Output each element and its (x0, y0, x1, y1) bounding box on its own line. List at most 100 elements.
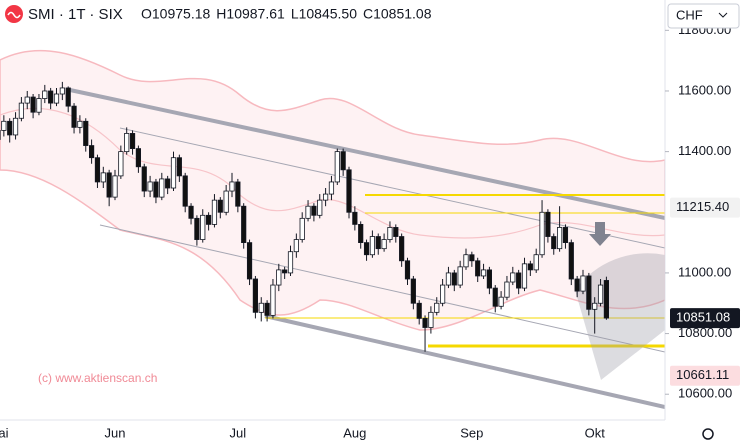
candle-body (129, 133, 136, 149)
candle-body (393, 227, 399, 237)
candle-body (1, 120, 7, 131)
candle-body (83, 120, 89, 146)
trend-line (119, 127, 665, 249)
candle-body (469, 254, 475, 262)
candle-body (334, 151, 340, 183)
logo-mark (7, 11, 21, 19)
candle-body (387, 227, 393, 240)
candle-body (217, 199, 223, 213)
ohlc-value: O10975.18 (141, 6, 210, 22)
candle-body (118, 151, 124, 177)
candle-body (562, 227, 569, 243)
candle-body (223, 190, 229, 213)
candle-body (463, 254, 469, 268)
candle-body (7, 120, 13, 136)
candle-body (545, 211, 551, 237)
candle-body (194, 217, 200, 240)
candle-body (498, 296, 504, 307)
candle-body (112, 175, 118, 198)
ohlc-header: O10975.18 H10987.61 L10845.50 C10851.08 (141, 6, 432, 22)
candle-body (229, 181, 235, 192)
candle-body (18, 102, 25, 119)
candle-body (434, 302, 440, 313)
x-tick-label: Aug (343, 425, 366, 440)
candle-body (89, 145, 95, 159)
candle-body (305, 205, 311, 219)
trend-line (99, 224, 665, 353)
candle-body (369, 236, 376, 256)
price-tag-label: 10851.08 (676, 310, 730, 325)
candle-body (551, 236, 557, 250)
candle-body (165, 178, 171, 189)
candle-body (270, 284, 276, 316)
candle-body (188, 205, 194, 219)
candle-body (246, 242, 253, 280)
candle-body (182, 175, 188, 207)
candle-body (352, 211, 358, 225)
settings-icon[interactable] (702, 428, 714, 440)
candle-body (422, 318, 428, 328)
y-tick-label: 10600.00 (678, 386, 732, 401)
price-tag-label: 10661.11 (676, 367, 729, 382)
candle-body (299, 217, 305, 240)
candle-body (586, 275, 592, 310)
candle-body (65, 87, 71, 107)
candle-body (451, 272, 457, 286)
candle-body (358, 224, 364, 243)
candle-body (521, 263, 528, 289)
x-tick-label: Jul (230, 425, 247, 440)
symbol: SMI · 1T · SIX (28, 6, 123, 23)
y-tick-label: 11000.00 (678, 264, 731, 279)
ohlc-value: C10851.08 (363, 6, 432, 22)
candle-body (346, 169, 352, 213)
candle-body (241, 205, 247, 243)
candle-body (527, 263, 533, 271)
dropdown-icon[interactable] (718, 12, 728, 18)
candle-body (328, 181, 335, 195)
candle-body (159, 178, 165, 198)
trend-line (69, 88, 665, 220)
trend-line (264, 314, 665, 409)
candles (0, 81, 610, 352)
candle-body (153, 181, 159, 198)
candle-body (375, 236, 381, 250)
candle-body (282, 269, 288, 274)
candle-body (200, 214, 206, 240)
candle-body (597, 284, 604, 304)
candle-body (170, 157, 177, 189)
candle-body (276, 269, 282, 286)
candle-body (264, 302, 270, 316)
candle-body (205, 214, 212, 225)
currency[interactable]: CHF (676, 7, 703, 22)
candle-body (492, 287, 498, 307)
candle-body (235, 181, 241, 207)
candle-body (311, 205, 317, 216)
y-axis: 10600.00 10800.00 11000.00 11400.00 11600.00… (665, 22, 740, 401)
candle-body (363, 242, 370, 256)
candle-body (603, 280, 610, 319)
candle-body (539, 211, 545, 256)
x-tick-label: Jun (105, 425, 126, 440)
candle-body (486, 269, 493, 289)
candle-body (457, 266, 463, 286)
candle-body (71, 105, 77, 128)
ohlc-value: L10845.50 (291, 6, 357, 22)
candle-body (439, 284, 446, 304)
price-tag (670, 197, 740, 218)
price-tag-label: 11215.40 (676, 199, 729, 214)
candle-body (287, 251, 294, 274)
candle-body (445, 272, 452, 286)
candle-body (410, 278, 416, 304)
candle-body (53, 93, 60, 104)
currency-box[interactable] (667, 3, 740, 29)
watermark: (c) www.aktienscan.ch (38, 371, 157, 385)
candle-body (124, 133, 130, 153)
candle-body (147, 181, 153, 192)
candle-body (404, 260, 411, 280)
candle-body (510, 272, 516, 283)
candle-body (592, 302, 598, 310)
candle-body (252, 278, 258, 313)
x-tick-label: Sep (460, 425, 483, 440)
target-cone (575, 253, 665, 380)
